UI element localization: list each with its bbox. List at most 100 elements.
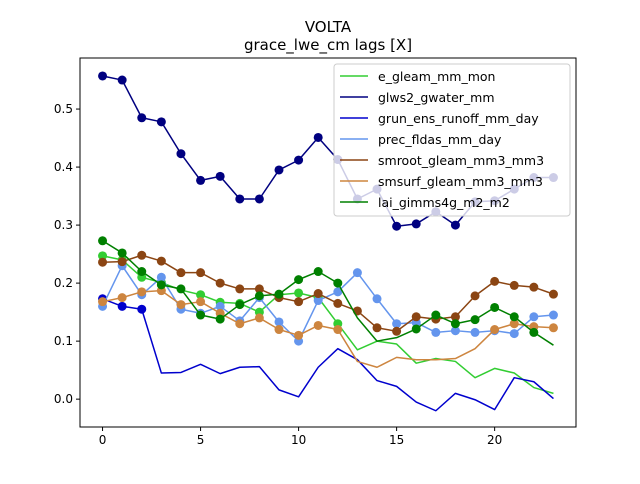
data-point (509, 319, 519, 329)
data-point (372, 294, 382, 304)
data-point (450, 319, 460, 329)
data-point (137, 287, 147, 297)
y-axis: 0.0 0.1 0.2 0.3 0.4 0.5 (54, 102, 80, 406)
data-point (333, 325, 343, 335)
legend-entry: lai_gimms4g_m2_m2 (340, 195, 510, 210)
data-point (294, 297, 304, 307)
y-tick-label: 0.4 (54, 160, 73, 174)
data-point (215, 171, 225, 181)
plot-area: 0 5 10 15 20 0.0 0.1 0.2 0.3 0.4 0.5 (54, 57, 577, 447)
x-tick-label: 0 (99, 433, 107, 447)
data-point (254, 194, 264, 204)
data-point (392, 319, 402, 329)
data-point (196, 175, 206, 185)
data-point (431, 310, 441, 320)
data-point (98, 251, 108, 261)
data-point (156, 280, 166, 290)
data-point (372, 323, 382, 333)
series-lai_gimms4g_m2_m2 (98, 236, 554, 346)
data-point (450, 312, 460, 322)
legend-label: grun_ens_runoff_mm_day (378, 111, 539, 126)
data-point (117, 75, 127, 85)
data-point (137, 113, 147, 123)
data-point (176, 284, 186, 294)
legend-label: smroot_gleam_mm3_mm3 (378, 153, 544, 168)
data-point (254, 284, 264, 294)
x-tick-label: 20 (487, 433, 502, 447)
data-point (215, 278, 225, 288)
y-tick-label: 0.0 (54, 392, 73, 406)
data-point (313, 267, 323, 277)
data-point (117, 257, 127, 267)
legend-entry: e_gleam_mm_mon (340, 69, 495, 84)
data-point (392, 326, 402, 336)
data-point (235, 194, 245, 204)
data-point (450, 220, 460, 230)
data-point (176, 300, 186, 310)
data-point (548, 289, 558, 299)
data-point (313, 289, 323, 299)
data-point (509, 280, 519, 290)
data-point (274, 289, 284, 299)
data-point (156, 256, 166, 266)
data-point (117, 248, 127, 258)
data-point (411, 324, 421, 334)
data-point (137, 250, 147, 260)
legend-entry: smroot_gleam_mm3_mm3 (340, 153, 544, 168)
data-point (431, 327, 441, 337)
data-point (98, 297, 108, 307)
data-point (137, 267, 147, 277)
data-point (294, 330, 304, 340)
data-point (98, 71, 108, 81)
data-point (548, 323, 558, 333)
legend-entry: smsurf_gleam_mm3_mm3 (340, 174, 543, 189)
legend-label: glws2_gwater_mm (378, 90, 495, 105)
data-point (294, 275, 304, 285)
data-point (274, 165, 284, 175)
legend-label: e_gleam_mm_mon (378, 69, 495, 84)
data-point (215, 301, 225, 311)
x-tick-label: 15 (389, 433, 404, 447)
data-point (117, 293, 127, 303)
data-point (196, 268, 206, 278)
data-point (98, 236, 108, 246)
legend-label: lai_gimms4g_m2_m2 (378, 195, 510, 210)
data-point (529, 312, 539, 322)
data-point (411, 312, 421, 322)
data-point (156, 117, 166, 127)
plot-frame (79, 57, 577, 428)
data-point (313, 320, 323, 330)
data-point (529, 327, 539, 337)
data-point (215, 314, 225, 324)
data-point (470, 315, 480, 325)
series-smsurf_gleam_mm3_mm3 (98, 286, 558, 368)
legend-label: smsurf_gleam_mm3_mm3 (378, 174, 543, 189)
data-point (490, 302, 500, 312)
y-tick-label: 0.5 (54, 102, 73, 116)
data-point (313, 132, 323, 142)
x-tick-label: 10 (291, 433, 306, 447)
data-point (294, 155, 304, 165)
data-point (137, 304, 147, 314)
data-point (196, 310, 206, 320)
data-point (254, 291, 264, 301)
data-point (490, 276, 500, 286)
data-point (274, 317, 284, 327)
y-tick-label: 0.2 (54, 276, 73, 290)
data-point (450, 326, 460, 336)
legend-entry: grun_ens_runoff_mm_day (340, 111, 539, 126)
data-point (156, 272, 166, 282)
data-point (333, 287, 343, 297)
x-tick-label: 5 (197, 433, 205, 447)
legend-label: prec_fldas_mm_day (378, 132, 502, 147)
legend-entry: glws2_gwater_mm (340, 90, 495, 105)
chart-subtitle: grace_lwe_cm lags [X] (244, 36, 412, 55)
data-point (98, 257, 108, 267)
series-line (102, 298, 554, 412)
series-smroot_gleam_mm3_mm3 (98, 250, 558, 336)
data-point (352, 268, 362, 278)
data-point (274, 325, 284, 335)
data-point (509, 312, 519, 322)
